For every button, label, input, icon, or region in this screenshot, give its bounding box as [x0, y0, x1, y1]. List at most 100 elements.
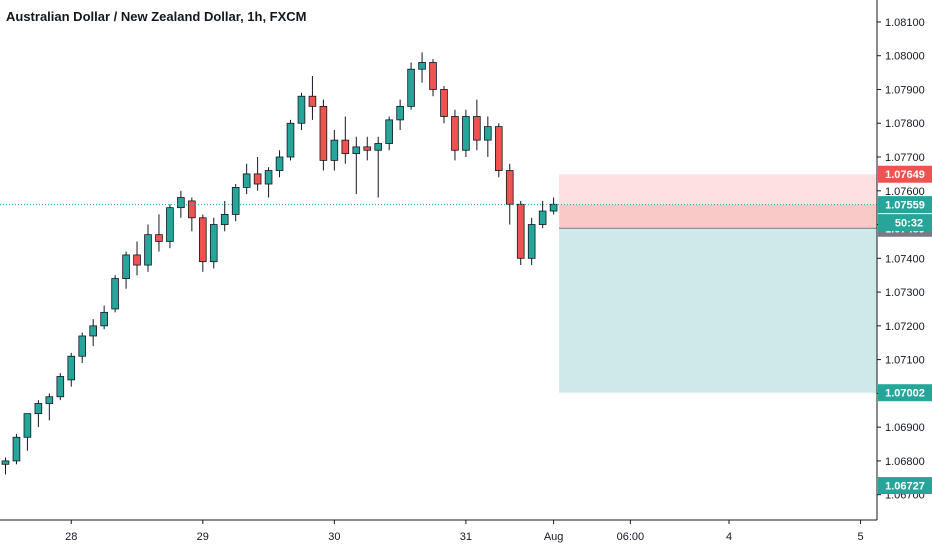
candle [385, 116, 393, 151]
y-tick-label: 1.06800 [885, 456, 925, 468]
candle [363, 136, 372, 161]
y-tick-label: 1.07700 [885, 152, 925, 164]
candle-body-down [451, 116, 459, 151]
candle-body-up [352, 146, 361, 155]
price-tag: 1.07559 [878, 196, 932, 214]
candle [286, 119, 295, 161]
y-tick-label: 1.06900 [885, 422, 925, 434]
candles-group [1, 52, 558, 475]
candle-body-up [527, 224, 536, 259]
candle [12, 433, 21, 465]
x-tick-label: 4 [726, 531, 732, 543]
y-tick-label: 1.07200 [885, 321, 925, 333]
candle [418, 52, 426, 83]
countdown-bg [878, 214, 932, 232]
candle-body-down [429, 62, 437, 90]
y-tick-label: 1.07600 [885, 186, 925, 198]
y-tick-label: 1.08100 [885, 17, 925, 29]
candle-body-up [407, 68, 415, 107]
candle-body-up [231, 187, 240, 215]
candle-body-up [111, 278, 119, 310]
candle [23, 413, 32, 451]
candle [538, 200, 547, 228]
candle-body-up [330, 139, 339, 161]
candle-body-up [100, 311, 108, 327]
price-tag-bg [878, 477, 932, 495]
candle-body-up [374, 143, 383, 151]
candle [473, 99, 481, 151]
candle [374, 136, 383, 198]
candle-body-up [297, 95, 306, 124]
candle [308, 75, 317, 120]
candle-body-down [253, 173, 262, 185]
candle-body-up [166, 207, 174, 242]
target-zone[interactable] [559, 228, 877, 393]
candle-body-down [363, 146, 372, 151]
x-tick-label: 5 [857, 531, 863, 543]
candle-body-down [494, 126, 503, 171]
candle-body-down [155, 234, 163, 242]
candle-body-down [308, 95, 317, 107]
x-tick-label: 30 [328, 531, 340, 543]
candle-body-up [1, 460, 10, 465]
candle-body-down [319, 105, 328, 161]
candle-body-up [144, 234, 152, 266]
candle-body-up [177, 197, 185, 209]
y-tick-label: 1.08000 [885, 51, 925, 63]
candle-body-up [67, 355, 76, 381]
candle [100, 305, 108, 330]
candle-body-down [188, 200, 196, 219]
stop-zone-upper[interactable] [559, 174, 877, 205]
candle [264, 167, 273, 198]
x-tick-label: 06:00 [617, 531, 645, 543]
y-tick-label: 1.07100 [885, 355, 925, 367]
candle [56, 373, 65, 401]
candle [34, 400, 43, 428]
candle-body-up [286, 122, 295, 158]
candle [330, 130, 339, 171]
candle [516, 200, 525, 266]
candle [494, 123, 503, 178]
x-tick-label: 31 [460, 531, 472, 543]
candle [462, 109, 470, 158]
stop-zone-lower[interactable] [559, 204, 877, 229]
candle-body-down [341, 139, 350, 155]
candle-body-up [549, 203, 558, 212]
candle [352, 136, 361, 195]
candle [253, 157, 262, 191]
countdown-label: 50:32 [895, 218, 923, 230]
price-tag: 1.06727 [878, 477, 932, 495]
candle [297, 92, 306, 130]
y-tick-label: 1.07400 [885, 253, 925, 265]
candle [45, 393, 54, 421]
price-tag-label: 1.06727 [885, 481, 925, 493]
candle [440, 86, 448, 124]
candle [199, 214, 207, 272]
candle-body-down [505, 170, 514, 205]
price-tag-label: 1.07002 [885, 388, 925, 400]
candle-body-up [78, 335, 87, 357]
price-tag-label: 1.07559 [885, 200, 925, 212]
candle-body-up [220, 214, 229, 225]
axes: 1.08100 1.08000 1.07900 1.07800 1.07700 1.076… [0, 0, 925, 543]
candle-body-up [275, 156, 284, 171]
price-tag: 1.07649 [878, 165, 932, 183]
candle-body-up [396, 105, 404, 121]
candle-body-down [440, 89, 448, 117]
y-tick-label: 1.07800 [885, 118, 925, 130]
candle-body-up [12, 436, 21, 462]
candle-body-down [199, 217, 207, 263]
candle [89, 319, 97, 347]
candle [111, 275, 119, 313]
position-tool[interactable] [559, 174, 877, 393]
candle [549, 197, 558, 215]
price-tag: 1.07002 [878, 384, 932, 402]
candle [133, 241, 141, 276]
candle [242, 163, 251, 195]
candle-body-down [516, 203, 525, 259]
candle [144, 224, 152, 272]
candle [78, 332, 87, 363]
price-tag-label: 1.07649 [885, 169, 925, 181]
